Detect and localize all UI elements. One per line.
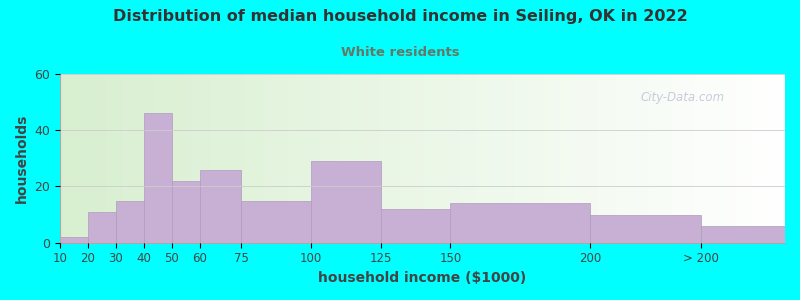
Text: Distribution of median household income in Seiling, OK in 2022: Distribution of median household income … bbox=[113, 9, 687, 24]
Bar bbox=[590, 214, 702, 243]
X-axis label: household income ($1000): household income ($1000) bbox=[318, 271, 526, 285]
Text: White residents: White residents bbox=[341, 46, 459, 59]
Bar bbox=[199, 169, 242, 243]
Y-axis label: households: households bbox=[15, 114, 29, 203]
Bar bbox=[450, 203, 590, 243]
Bar bbox=[702, 226, 785, 243]
Bar bbox=[144, 113, 172, 243]
Bar bbox=[88, 212, 116, 243]
Text: City-Data.com: City-Data.com bbox=[640, 91, 724, 104]
Bar bbox=[116, 200, 144, 243]
Bar bbox=[381, 209, 450, 243]
Bar bbox=[172, 181, 199, 243]
Bar bbox=[60, 237, 88, 243]
Bar bbox=[311, 161, 381, 243]
Bar bbox=[242, 200, 311, 243]
